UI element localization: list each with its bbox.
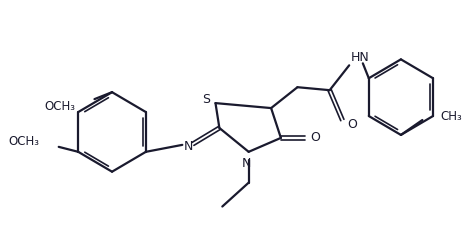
Text: N: N [184, 140, 193, 153]
Text: S: S [202, 93, 210, 106]
Text: O: O [347, 119, 357, 131]
Text: O: O [310, 131, 320, 144]
Text: HN: HN [351, 51, 370, 64]
Text: CH₃: CH₃ [440, 110, 462, 122]
Text: OCH₃: OCH₃ [44, 100, 75, 113]
Text: OCH₃: OCH₃ [8, 135, 39, 148]
Text: N: N [242, 157, 251, 170]
